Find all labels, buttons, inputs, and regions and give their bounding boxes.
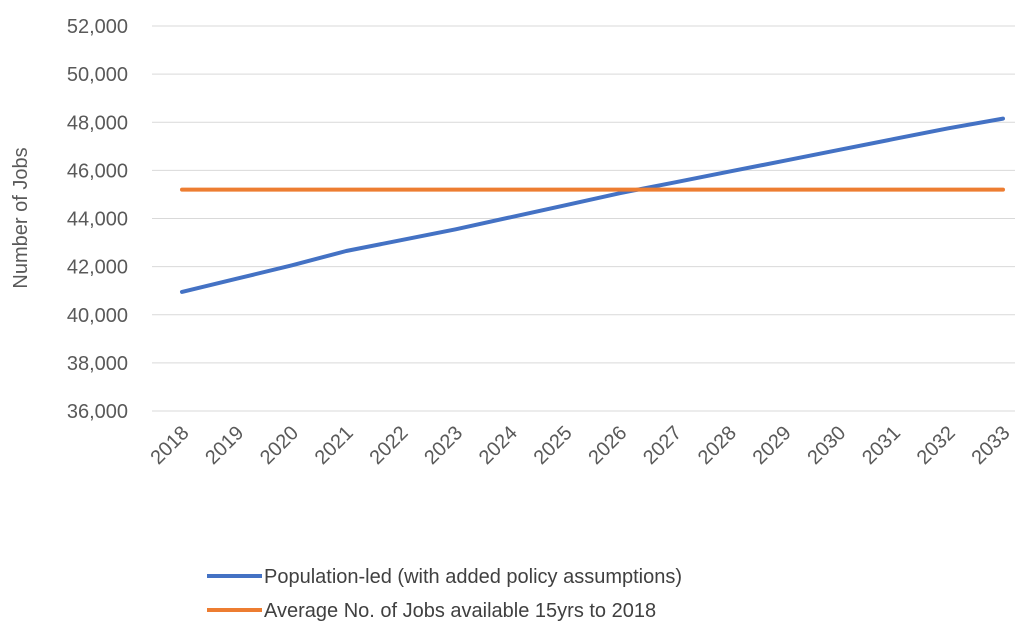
x-tick-label: 2031 — [858, 422, 905, 469]
y-axis-title: Number of Jobs — [10, 147, 32, 288]
x-tick-label: 2025 — [530, 422, 577, 469]
x-tick-label: 2030 — [803, 422, 850, 469]
x-tick-label: 2028 — [694, 422, 741, 469]
series-layer — [180, 116, 1005, 294]
x-tick-label: 2026 — [584, 422, 631, 469]
y-tick-label: 38,000 — [67, 353, 128, 375]
gridlines — [152, 25, 1015, 412]
y-tick-label: 44,000 — [67, 209, 128, 231]
x-axis-ticks: 2018 2019 2020 2021 2022 2023 2024 2025 2026 2027… — [147, 422, 1015, 469]
legend: Population-led (with added policy assump… — [207, 566, 682, 622]
x-tick-label: 2018 — [147, 422, 194, 469]
x-tick-label: 2033 — [968, 422, 1015, 469]
x-tick-label: 2023 — [420, 422, 467, 469]
x-tick-label: 2024 — [475, 422, 522, 469]
x-tick-label: 2032 — [913, 422, 960, 469]
x-tick-label: 2027 — [639, 422, 686, 469]
y-tick-label: 42,000 — [67, 257, 128, 279]
y-tick-label: 46,000 — [67, 160, 128, 182]
y-tick-label: 40,000 — [67, 305, 128, 327]
y-tick-label: 48,000 — [67, 112, 128, 134]
legend-label-2: Average No. of Jobs available 15yrs to 2… — [264, 600, 656, 622]
x-tick-label: 2020 — [256, 422, 303, 469]
x-tick-label: 2019 — [201, 422, 248, 469]
x-tick-label: 2022 — [365, 422, 412, 469]
y-axis-ticks: 36,000 38,000 40,000 42,000 44,000 46,000 48,0… — [67, 16, 128, 423]
y-tick-label: 50,000 — [67, 64, 128, 86]
x-tick-label: 2029 — [749, 422, 796, 469]
legend-label-1: Population-led (with added policy assump… — [264, 566, 682, 588]
x-tick-label: 2021 — [311, 422, 358, 469]
series-line-1 — [180, 116, 1005, 294]
y-tick-label: 52,000 — [67, 16, 128, 38]
y-tick-label: 36,000 — [67, 401, 128, 423]
